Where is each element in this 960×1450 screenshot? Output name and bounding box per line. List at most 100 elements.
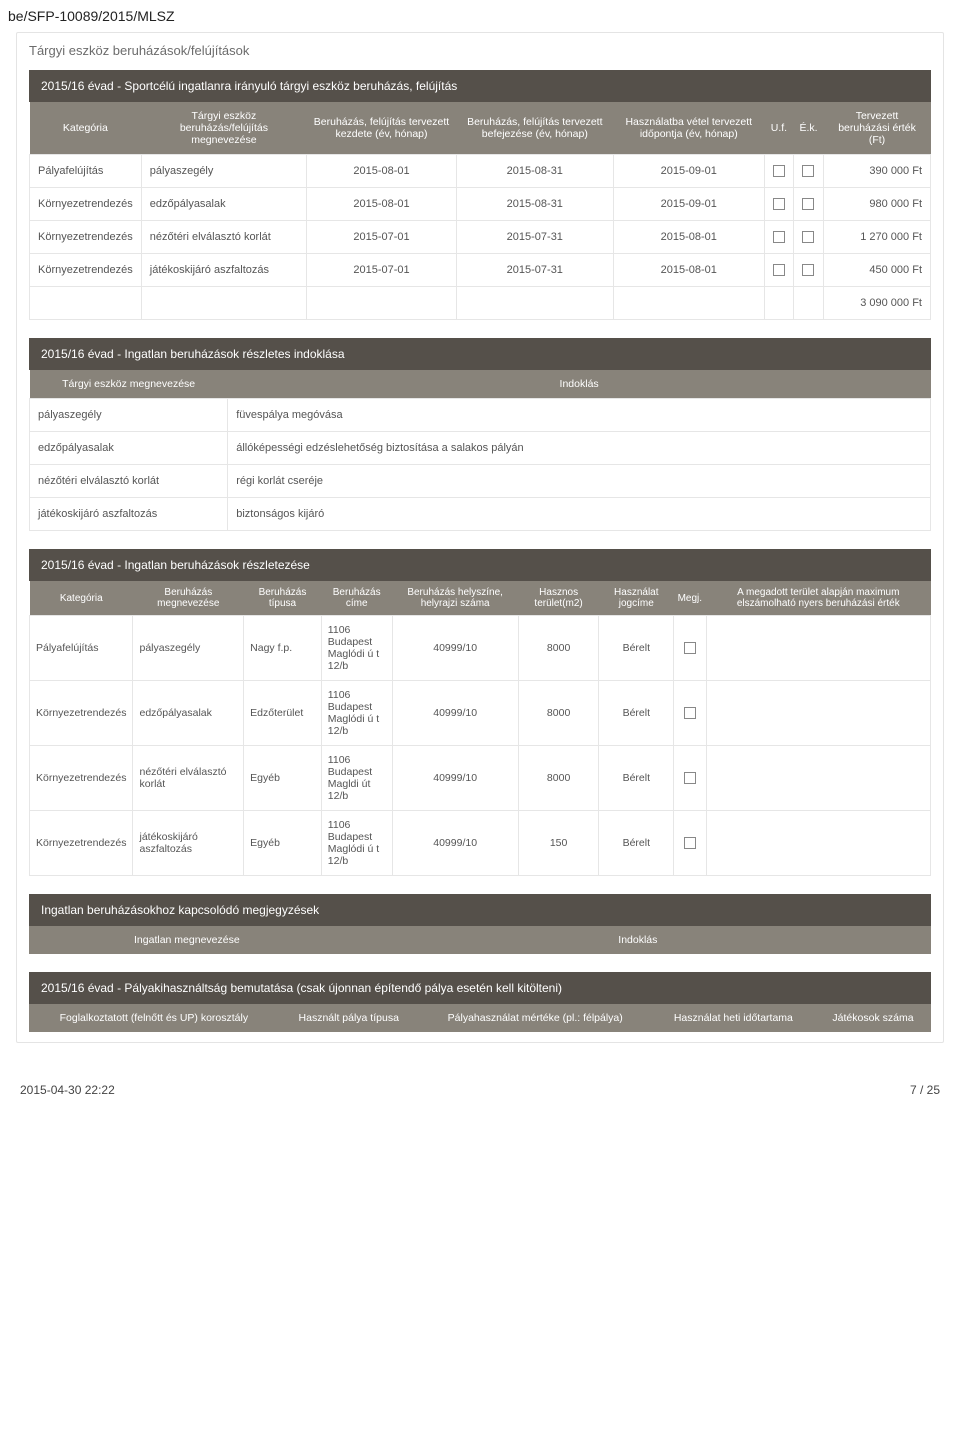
checkbox-cell: [793, 221, 823, 254]
table-utilization: Foglalkoztatott (felnőtt és UP) korosztá…: [29, 1004, 931, 1032]
checkbox-icon[interactable]: [773, 264, 785, 276]
checkbox-icon[interactable]: [684, 707, 696, 719]
table-row: Környezetrendezésjátékoskijáró aszfaltoz…: [30, 254, 931, 287]
table-row: edzőpályasalakállóképességi edzéslehetős…: [30, 432, 931, 465]
col-header: Beruházás címe: [321, 581, 392, 616]
col-header: Kategória: [30, 102, 142, 155]
col-header: Használat heti időtartama: [652, 1004, 815, 1032]
table-cell: [307, 287, 457, 320]
item-name: pályaszegély: [30, 399, 228, 432]
checkbox-icon[interactable]: [802, 231, 814, 243]
table-cell: 150: [518, 811, 599, 876]
col-header: Játékosok száma: [815, 1004, 931, 1032]
item-justification: füvespálya megóvása: [228, 399, 931, 432]
table-cell: [764, 287, 793, 320]
col-header: U.f.: [764, 102, 793, 155]
checkbox-cell: [764, 188, 793, 221]
item-justification: biztonságos kijáró: [228, 498, 931, 531]
checkbox-icon[interactable]: [802, 198, 814, 210]
document-reference: be/SFP-10089/2015/MLSZ: [8, 8, 944, 24]
table-cell: játékoskijáró aszfaltozás: [141, 254, 306, 287]
table-cell: edzőpályasalak: [133, 681, 244, 746]
table-cell: 40999/10: [392, 811, 518, 876]
table-cell: Bérelt: [599, 681, 674, 746]
table-cell: 2015-08-31: [456, 155, 613, 188]
table-cell: 8000: [518, 616, 599, 681]
checkbox-icon[interactable]: [773, 231, 785, 243]
table-cell: 2015-07-01: [307, 254, 457, 287]
table-cell: Környezetrendezés: [30, 254, 142, 287]
table-cell: edzőpályasalak: [141, 188, 306, 221]
table-cell: 2015-07-01: [307, 221, 457, 254]
table-cell: 1106 Budapest Maglódi ú t 12/b: [321, 616, 392, 681]
checkbox-icon[interactable]: [773, 198, 785, 210]
table-cell: [674, 746, 706, 811]
col-header: Ingatlan megnevezése: [29, 926, 345, 954]
band-investments: 2015/16 évad - Sportcélú ingatlanra irán…: [29, 70, 931, 102]
table-cell: 1106 Budapest Maglódi ú t 12/b: [321, 811, 392, 876]
table-cell: nézőtéri elválasztó korlát: [141, 221, 306, 254]
table-row: Környezetrendezésnézőtéri elválasztó kor…: [30, 221, 931, 254]
col-header: Beruházás helyszíne, helyrajzi száma: [392, 581, 518, 616]
table-row: Pályafelújításpályaszegély2015-08-012015…: [30, 155, 931, 188]
table-cell: 40999/10: [392, 681, 518, 746]
checkbox-icon[interactable]: [684, 837, 696, 849]
table-cell-value: 1 270 000 Ft: [824, 221, 931, 254]
checkbox-cell: [764, 254, 793, 287]
col-header: Kategória: [30, 581, 133, 616]
col-header: Hasznos terület(m2): [518, 581, 599, 616]
table-cell: [30, 287, 142, 320]
checkbox-icon[interactable]: [802, 264, 814, 276]
table-cell: 2015-07-31: [456, 254, 613, 287]
table-cell: Környezetrendezés: [30, 746, 133, 811]
table-row: pályaszegélyfüvespálya megóvása: [30, 399, 931, 432]
item-name: játékoskijáró aszfaltozás: [30, 498, 228, 531]
checkbox-cell: [793, 188, 823, 221]
item-justification: állóképességi edzéslehetőség biztosítása…: [228, 432, 931, 465]
footer-timestamp: 2015-04-30 22:22: [20, 1083, 115, 1097]
table-cell: Pályafelújítás: [30, 616, 133, 681]
table-cell: Környezetrendezés: [30, 188, 142, 221]
table-cell: [674, 681, 706, 746]
checkbox-icon[interactable]: [802, 165, 814, 177]
table-cell: [456, 287, 613, 320]
checkbox-cell: [764, 155, 793, 188]
table-cell: 2015-08-31: [456, 188, 613, 221]
table-justification: Tárgyi eszköz megnevezése Indoklás pálya…: [29, 370, 931, 531]
table-cell: 40999/10: [392, 616, 518, 681]
table-cell: 1106 Budapest Magldi út 12/b: [321, 746, 392, 811]
col-header: Megj.: [674, 581, 706, 616]
checkbox-icon[interactable]: [773, 165, 785, 177]
col-header: Tervezett beruházási érték (Ft): [824, 102, 931, 155]
table-cell-value: 390 000 Ft: [824, 155, 931, 188]
table-investments: Kategória Tárgyi eszköz beruházás/felújí…: [29, 102, 931, 320]
table-cell: [706, 681, 930, 746]
table-cell: 1106 Budapest Maglódi ú t 12/b: [321, 681, 392, 746]
checkbox-icon[interactable]: [684, 642, 696, 654]
table-notes: Ingatlan megnevezése Indoklás: [29, 926, 931, 954]
page-footer: 2015-04-30 22:22 7 / 25: [16, 1083, 944, 1097]
table-cell: nézőtéri elválasztó korlát: [133, 746, 244, 811]
table-row: KörnyezetrendezésedzőpályasalakEdzőterül…: [30, 681, 931, 746]
table-row: PályafelújításpályaszegélyNagy f.p.1106 …: [30, 616, 931, 681]
table-cell: [706, 616, 930, 681]
col-header: Használatba vétel tervezett időpontja (é…: [613, 102, 764, 155]
checkbox-cell: [793, 155, 823, 188]
col-header: Indoklás: [228, 370, 931, 399]
band-details: 2015/16 évad - Ingatlan beruházások rész…: [29, 549, 931, 581]
table-cell: [613, 287, 764, 320]
table-row: Környezetrendezésedzőpályasalak2015-08-0…: [30, 188, 931, 221]
table-cell: 2015-08-01: [613, 221, 764, 254]
col-header: Használt pálya típusa: [279, 1004, 419, 1032]
table-cell-value: 980 000 Ft: [824, 188, 931, 221]
col-header: É.k.: [793, 102, 823, 155]
table-row-total: 3 090 000 Ft: [30, 287, 931, 320]
table-cell: pályaszegély: [133, 616, 244, 681]
table-cell: pályaszegély: [141, 155, 306, 188]
item-name: nézőtéri elválasztó korlát: [30, 465, 228, 498]
checkbox-icon[interactable]: [684, 772, 696, 784]
table-row: nézőtéri elválasztó korlátrégi korlát cs…: [30, 465, 931, 498]
table-cell: 8000: [518, 681, 599, 746]
col-header: Beruházás típusa: [244, 581, 322, 616]
col-header: Tárgyi eszköz beruházás/felújítás megnev…: [141, 102, 306, 155]
